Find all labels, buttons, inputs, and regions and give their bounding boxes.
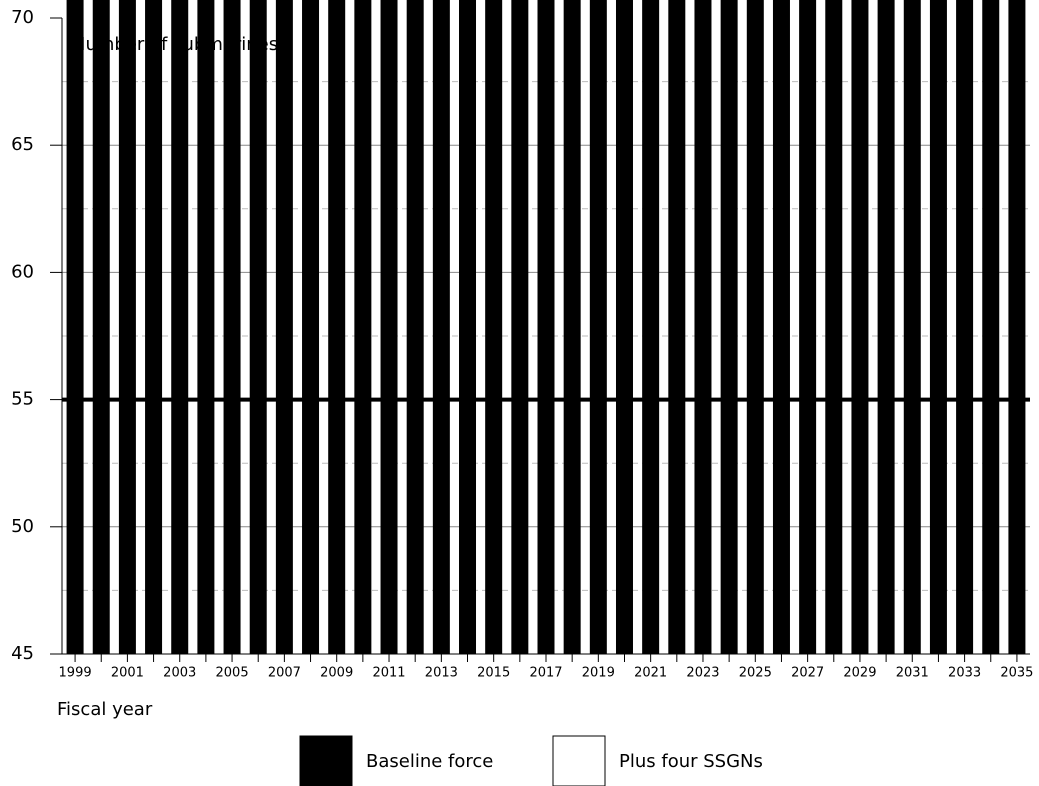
- x-tick-label: 2023: [686, 666, 719, 681]
- x-tick-label: 2029: [843, 666, 876, 681]
- x-tick-label: 2031: [896, 666, 929, 681]
- x-tick-label: 2019: [582, 666, 615, 681]
- bar-segment: [432, 0, 450, 655]
- x-tick-label: 2017: [529, 666, 562, 681]
- legend-swatch: [299, 735, 353, 786]
- bar-segment: [956, 0, 974, 655]
- bar-segment: [563, 0, 581, 655]
- bar-segment: [1008, 0, 1026, 655]
- legend-label: Baseline force: [366, 751, 493, 772]
- y-tick-label: 65: [11, 134, 34, 155]
- x-tick-label: 2033: [948, 666, 981, 681]
- bar-segment: [249, 0, 267, 655]
- bar-segment: [642, 0, 660, 655]
- x-tick-label: 2011: [372, 666, 405, 681]
- bar-segment: [328, 0, 346, 655]
- bar-segment: [903, 0, 921, 655]
- x-tick-label: 2013: [425, 666, 458, 681]
- y-tick-label: 50: [11, 516, 34, 537]
- bar-segment: [799, 0, 817, 655]
- bar-segment: [851, 0, 869, 655]
- bar-segment: [66, 0, 84, 655]
- bar-segment: [615, 0, 633, 655]
- bar-segment: [720, 0, 738, 655]
- x-tick-label: 2003: [163, 666, 196, 681]
- x-tick-label: 2007: [268, 666, 301, 681]
- bar-segment: [406, 0, 424, 655]
- bar-segment: [354, 0, 372, 655]
- bar-segment: [485, 0, 503, 655]
- x-tick-label: 2025: [739, 666, 772, 681]
- bar-segment: [982, 0, 1000, 655]
- bar-segment: [197, 0, 215, 655]
- bar-segment: [694, 0, 712, 655]
- bar-segment: [668, 0, 686, 655]
- legend-swatch: [552, 735, 606, 786]
- legend-label: Plus four SSGNs: [619, 751, 763, 772]
- bar-segment: [223, 0, 241, 655]
- y-tick-label: 70: [11, 7, 34, 28]
- bar-segment: [877, 0, 895, 655]
- x-tick-label: 2001: [111, 666, 144, 681]
- bar-segment: [537, 0, 555, 655]
- y-tick-label: 45: [11, 643, 34, 664]
- bar-segment: [746, 0, 764, 655]
- bar-segment: [511, 0, 529, 655]
- bar-segment: [302, 0, 320, 655]
- bar-segment: [825, 0, 843, 655]
- x-tick-label: 2009: [320, 666, 353, 681]
- x-tick-label: 2027: [791, 666, 824, 681]
- bar-segment: [929, 0, 947, 655]
- bar-segment: [380, 0, 398, 655]
- x-axis-label: Fiscal year: [57, 699, 153, 720]
- x-tick-label: 2035: [1000, 666, 1033, 681]
- bar-segment: [118, 0, 136, 655]
- bar-segment: [459, 0, 477, 655]
- x-tick-label: 2021: [634, 666, 667, 681]
- bar-segment: [589, 0, 607, 655]
- bar-segment: [92, 0, 110, 655]
- bar-segment: [145, 0, 163, 655]
- bar-segment: [171, 0, 189, 655]
- y-tick-label: 60: [11, 261, 34, 282]
- x-tick-label: 1999: [59, 666, 92, 681]
- bar-segment: [772, 0, 790, 655]
- x-tick-label: 2015: [477, 666, 510, 681]
- bar-segment: [275, 0, 293, 655]
- x-tick-label: 2005: [216, 666, 249, 681]
- y-tick-label: 55: [11, 389, 34, 410]
